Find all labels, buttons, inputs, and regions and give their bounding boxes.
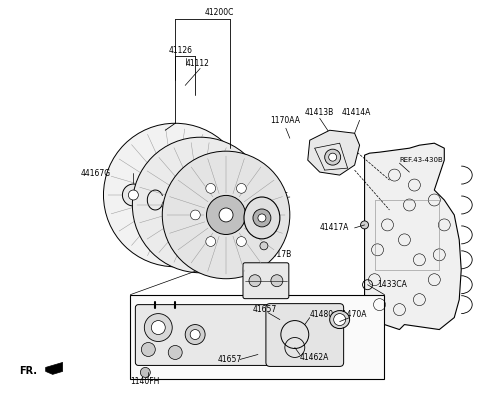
Circle shape	[329, 153, 336, 161]
Circle shape	[205, 190, 216, 200]
Circle shape	[167, 187, 183, 203]
Circle shape	[162, 151, 290, 279]
Circle shape	[271, 275, 283, 287]
Circle shape	[144, 314, 172, 342]
Circle shape	[134, 190, 146, 200]
Text: FR.: FR.	[19, 366, 37, 376]
Text: 41420E: 41420E	[260, 192, 289, 200]
Circle shape	[219, 208, 233, 222]
Circle shape	[252, 210, 262, 220]
Circle shape	[258, 214, 266, 222]
Text: 41414A: 41414A	[342, 108, 371, 117]
Ellipse shape	[330, 311, 349, 328]
Circle shape	[253, 209, 271, 227]
Text: 41657: 41657	[253, 305, 277, 314]
Circle shape	[187, 159, 198, 170]
Circle shape	[206, 196, 246, 234]
Circle shape	[179, 171, 189, 182]
Text: 41200C: 41200C	[205, 8, 235, 17]
Circle shape	[206, 184, 216, 193]
Circle shape	[237, 184, 246, 193]
Circle shape	[185, 324, 205, 344]
Text: 41417B: 41417B	[263, 250, 292, 259]
Circle shape	[260, 242, 268, 250]
Circle shape	[179, 228, 189, 239]
Circle shape	[151, 320, 165, 334]
Circle shape	[192, 198, 208, 212]
Text: 1433CA: 1433CA	[378, 280, 408, 289]
Circle shape	[152, 220, 163, 231]
Text: 41417A: 41417A	[320, 224, 349, 232]
Text: 41413B: 41413B	[305, 108, 334, 117]
Circle shape	[168, 346, 182, 360]
Circle shape	[191, 210, 200, 220]
Circle shape	[228, 200, 238, 210]
Circle shape	[206, 237, 216, 246]
Polygon shape	[308, 130, 360, 175]
Circle shape	[122, 184, 144, 206]
FancyBboxPatch shape	[243, 263, 289, 299]
Text: 1140FH: 1140FH	[131, 377, 160, 386]
Text: REF.43-430B: REF.43-430B	[399, 157, 443, 163]
Circle shape	[179, 184, 221, 226]
Text: 41657: 41657	[218, 355, 242, 364]
Circle shape	[104, 123, 247, 267]
Circle shape	[132, 137, 268, 273]
Circle shape	[141, 342, 156, 356]
Text: 41112: 41112	[185, 59, 209, 68]
Circle shape	[140, 368, 150, 377]
Text: 1140EJ: 1140EJ	[225, 265, 252, 274]
Text: 41126: 41126	[168, 46, 192, 55]
FancyBboxPatch shape	[131, 295, 384, 379]
Circle shape	[162, 200, 172, 210]
FancyBboxPatch shape	[135, 305, 271, 366]
FancyBboxPatch shape	[266, 304, 344, 366]
Polygon shape	[365, 143, 461, 330]
Text: 44167G: 44167G	[81, 168, 111, 178]
Circle shape	[152, 159, 163, 170]
Circle shape	[324, 149, 341, 165]
Text: 11703: 11703	[240, 255, 264, 264]
Circle shape	[249, 275, 261, 287]
Circle shape	[128, 190, 138, 200]
Circle shape	[211, 228, 222, 239]
Circle shape	[211, 171, 222, 182]
Ellipse shape	[244, 197, 280, 239]
Circle shape	[360, 221, 369, 229]
Polygon shape	[46, 362, 62, 374]
Circle shape	[153, 173, 198, 217]
Text: 1170AA: 1170AA	[270, 116, 300, 125]
Text: 41470A: 41470A	[337, 310, 367, 319]
Circle shape	[237, 237, 246, 246]
Circle shape	[190, 330, 200, 340]
Circle shape	[334, 314, 346, 326]
Text: 41462A: 41462A	[300, 353, 329, 362]
Text: 41480: 41480	[310, 310, 334, 319]
Circle shape	[187, 220, 198, 231]
